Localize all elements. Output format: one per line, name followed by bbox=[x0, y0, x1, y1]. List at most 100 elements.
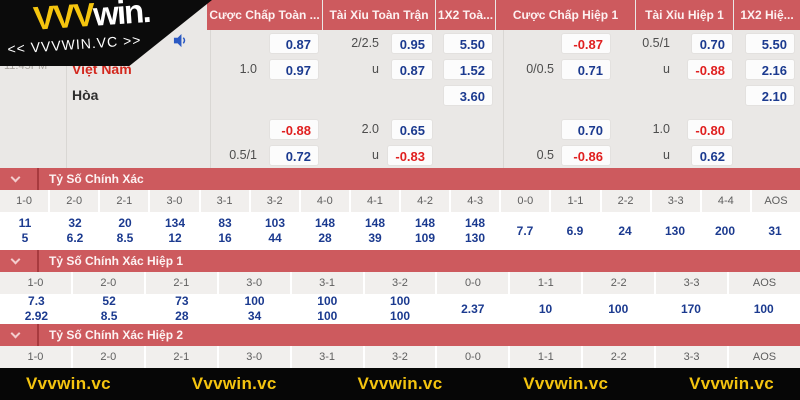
handicap-line bbox=[210, 30, 262, 56]
watermark-text: Vvvwin.vc bbox=[523, 374, 609, 393]
odds-handicap-ft-home[interactable]: 0.87 bbox=[269, 32, 319, 54]
score-col-header: 3-1 bbox=[291, 272, 365, 294]
divider bbox=[210, 30, 211, 168]
score-odds-3-2[interactable]: 103 44 bbox=[264, 216, 286, 245]
odds-over-ft[interactable]: 0.95 bbox=[391, 32, 433, 54]
score-column-headers: 1-0 2-0 2-1 3-0 3-1 3-2 0-0 1-1 2-2 3-3 AOS bbox=[0, 346, 800, 368]
watermark-text: Vvvwin.vc bbox=[357, 374, 443, 393]
section-header-correct-score-ft[interactable]: Tỷ Số Chính Xác bbox=[0, 168, 800, 190]
handicap-line bbox=[210, 116, 262, 142]
odds-handicap2-ft-home[interactable]: -0.88 bbox=[269, 118, 319, 140]
divider bbox=[66, 30, 67, 168]
score-odds-3-2[interactable]: 100 100 bbox=[390, 294, 411, 323]
score-odds-2-1[interactable]: 20 8.5 bbox=[116, 216, 134, 245]
empty-cell bbox=[0, 116, 210, 142]
odds-handicap-h1-home[interactable]: -0.87 bbox=[561, 32, 611, 54]
overunder-line-h1: u bbox=[663, 62, 670, 76]
score-odds-4-1[interactable]: 148 39 bbox=[364, 216, 386, 245]
overunder-line: u bbox=[372, 148, 379, 162]
score-odds-3-1[interactable]: 100 100 bbox=[317, 294, 338, 323]
score-odds-0-0[interactable]: 2.37 bbox=[461, 301, 485, 316]
draw-label: Hòa bbox=[72, 87, 99, 103]
score-column-headers: 1-0 2-0 2-1 3-0 3-1 3-2 4-0 4-1 4-2 4-3 0-0 1-1 2-2 3… bbox=[0, 190, 800, 212]
score-col-header: 1-0 bbox=[0, 346, 73, 368]
odds-1x2-h1-draw[interactable]: 2.10 bbox=[745, 84, 795, 106]
score-col-header: 2-1 bbox=[145, 346, 219, 368]
correct-score-section-ft: Tỷ Số Chính Xác 1-0 2-0 2-1 3-0 3-1 3-2 4-0 4-1… bbox=[0, 168, 800, 250]
odds-under-h1[interactable]: -0.88 bbox=[687, 58, 733, 80]
score-odds-3-3[interactable]: 170 bbox=[680, 301, 701, 316]
watermark-text: Vvvwin.vc bbox=[26, 374, 111, 393]
score-odds-1-0[interactable]: 11 5 bbox=[18, 216, 32, 245]
section-accent-line bbox=[37, 168, 39, 190]
score-odds-2-1[interactable]: 73 28 bbox=[175, 294, 189, 323]
score-odds-2-0[interactable]: 52 8.5 bbox=[100, 294, 118, 323]
empty-cell bbox=[0, 142, 210, 168]
odds-handicap-ft-away[interactable]: 0.97 bbox=[269, 58, 319, 80]
correct-score-section-h2: Tỷ Số Chính Xác Hiệp 2 1-0 2-0 2-1 3-0 3-1 3-… bbox=[0, 324, 800, 368]
divider bbox=[503, 30, 504, 168]
score-odds-1-0[interactable]: 7.3 2.92 bbox=[24, 294, 49, 323]
section-header-correct-score-h1[interactable]: Tỷ Số Chính Xác Hiệp 1 bbox=[0, 250, 800, 272]
score-odds-2-2[interactable]: 24 bbox=[618, 223, 632, 238]
score-odds-0-0[interactable]: 7.7 bbox=[516, 223, 534, 238]
odds-1x2-ft-away[interactable]: 1.52 bbox=[443, 58, 493, 80]
market-header-1x2-h1: 1X2 Hiệ... bbox=[734, 0, 800, 30]
odds-under-ft[interactable]: 0.87 bbox=[391, 58, 433, 80]
score-odds-4-0[interactable]: 148 28 bbox=[314, 216, 336, 245]
odds-under2-ft[interactable]: -0.83 bbox=[387, 144, 433, 166]
chevron-down-icon bbox=[10, 254, 21, 265]
odds-handicap2-h1-home[interactable]: 0.70 bbox=[561, 118, 611, 140]
odds-over2-h1[interactable]: -0.80 bbox=[687, 118, 733, 140]
score-odds-row: 7.3 2.92 52 8.5 73 28 100 34 100 100 100 100 2.37 10 1… bbox=[0, 294, 800, 324]
score-col-header: 3-0 bbox=[150, 190, 201, 212]
overunder-line: 2/2.5 bbox=[351, 36, 379, 50]
odds-1x2-h1-away[interactable]: 2.16 bbox=[745, 58, 795, 80]
odds-1x2-ft-home[interactable]: 5.50 bbox=[443, 32, 493, 54]
score-col-header: 4-4 bbox=[701, 190, 752, 212]
score-odds-1-1[interactable]: 10 bbox=[538, 301, 553, 316]
score-odds-4-2[interactable]: 148 109 bbox=[414, 216, 436, 245]
score-col-header: 1-0 bbox=[0, 190, 51, 212]
score-col-header: 0-0 bbox=[437, 272, 511, 294]
odds-1x2-h1-home[interactable]: 5.50 bbox=[745, 32, 795, 54]
score-col-header: AOS bbox=[729, 272, 800, 294]
odds-row-alt-away: 0.5/1 0.72 u -0.83 0.5 -0.86 u 0.62 bbox=[0, 142, 800, 168]
odds-under2-h1[interactable]: 0.62 bbox=[691, 144, 733, 166]
empty-cell bbox=[497, 82, 559, 108]
odds-over2-ft[interactable]: 0.65 bbox=[391, 118, 433, 140]
section-header-correct-score-h2[interactable]: Tỷ Số Chính Xác Hiệp 2 bbox=[0, 324, 800, 346]
score-col-header: 2-2 bbox=[583, 346, 657, 368]
chevron-down-icon bbox=[10, 172, 21, 183]
score-col-header: AOS bbox=[751, 190, 800, 212]
audio-speaker-icon[interactable] bbox=[173, 33, 188, 53]
odds-handicap2-h1-away[interactable]: -0.86 bbox=[561, 144, 611, 166]
overunder-line-h1: 1.0 bbox=[652, 122, 670, 136]
score-odds-2-0[interactable]: 32 6.2 bbox=[66, 216, 84, 245]
score-odds-4-3[interactable]: 148 130 bbox=[464, 216, 486, 245]
market-header-1x2-ft: 1X2 Toà... bbox=[436, 0, 495, 30]
watermark-text: Vvvwin.vc bbox=[689, 374, 774, 393]
score-odds-3-0[interactable]: 100 34 bbox=[244, 294, 265, 323]
odds-1x2-ft-draw[interactable]: 3.60 bbox=[443, 84, 493, 106]
score-odds-AOS[interactable]: 31 bbox=[768, 223, 782, 238]
market-header-handicap-ft: Cược Chấp Toàn ... bbox=[207, 0, 322, 30]
section-accent-line bbox=[37, 324, 39, 346]
odds-over-h1[interactable]: 0.70 bbox=[691, 32, 733, 54]
logo-url: << VVVWIN.VC >> bbox=[7, 31, 142, 57]
score-odds-3-0[interactable]: 134 12 bbox=[164, 216, 186, 245]
score-col-header: AOS bbox=[729, 346, 800, 368]
odds-handicap-h1-away[interactable]: 0.71 bbox=[561, 58, 611, 80]
score-col-header: 2-0 bbox=[50, 190, 101, 212]
score-odds-3-3[interactable]: 130 bbox=[664, 223, 686, 238]
score-odds-4-4[interactable]: 200 bbox=[714, 223, 736, 238]
score-odds-1-1[interactable]: 6.9 bbox=[566, 223, 584, 238]
score-col-header: 2-0 bbox=[72, 346, 146, 368]
score-odds-2-2[interactable]: 100 bbox=[608, 301, 629, 316]
section-title: Tỷ Số Chính Xác Hiệp 1 bbox=[49, 254, 184, 268]
score-odds-3-1[interactable]: 83 16 bbox=[218, 216, 232, 245]
score-odds-row: 11 5 32 6.2 20 8.5 134 12 83 16 103 44 148 28 148 39 148… bbox=[0, 212, 800, 250]
odds-handicap2-ft-away[interactable]: 0.72 bbox=[269, 144, 319, 166]
score-odds-AOS[interactable]: 100 bbox=[753, 301, 774, 316]
